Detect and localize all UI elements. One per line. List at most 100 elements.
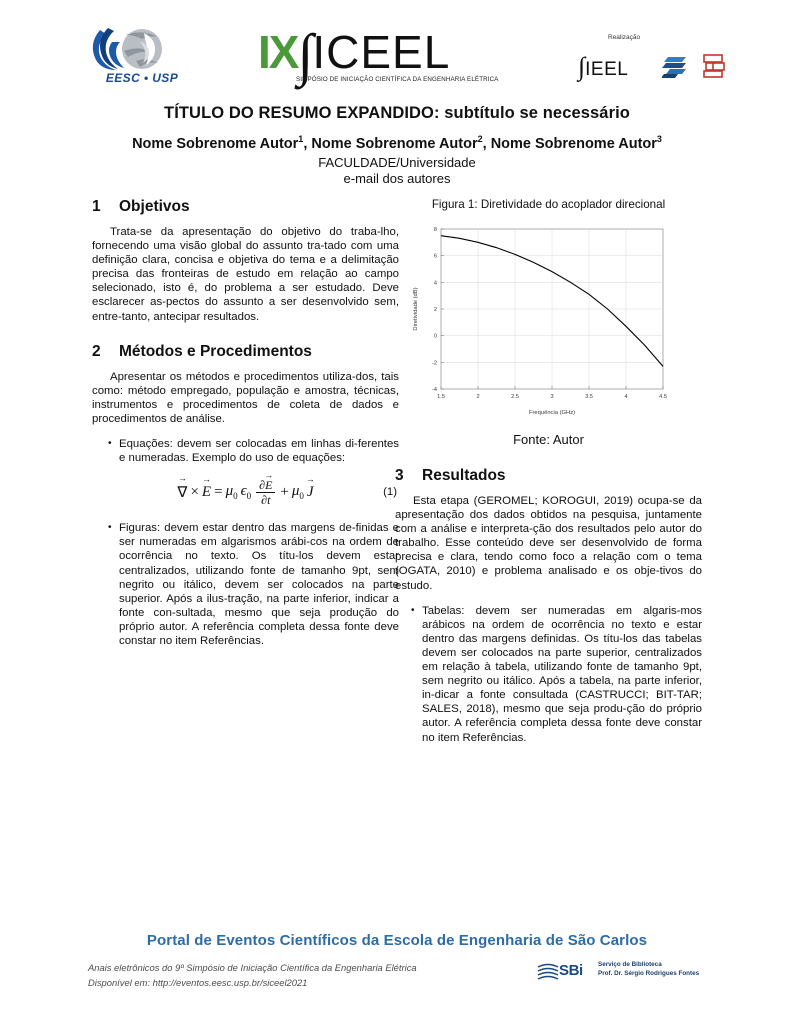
chart-y-tick-label: -2 xyxy=(432,360,437,366)
affiliation: FACULDADE/Universidade xyxy=(318,154,476,170)
sbi-stack-icon xyxy=(537,963,559,980)
partner-logo-red-icon xyxy=(700,52,728,80)
siceel-ix-text: IX xyxy=(258,26,299,78)
figure-1-caption: Figura 1: Diretividade do acoplador dire… xyxy=(431,198,666,211)
mu-symbol-2: μ xyxy=(291,483,300,500)
footer-meta: Anais eletrônicos do 9º Simpósio de Inic… xyxy=(88,960,558,990)
section-heading-metodos: 2 Métodos e Procedimentos xyxy=(92,343,399,361)
section-heading-resultados: 3 Resultados xyxy=(395,467,702,485)
chart-x-tick-label: 1.5 xyxy=(437,394,445,400)
footer-line-2[interactable]: Disponível em: http://eventos.eesc.usp.b… xyxy=(88,977,308,988)
fieel-logo: ∫IEEL xyxy=(578,52,628,82)
chart-data-line xyxy=(440,235,664,367)
chart-y-tick-label: 8 xyxy=(434,227,437,233)
chart-y-axis-label: Diretividade (dB) xyxy=(413,287,419,330)
chart-y-tick-label: -4 xyxy=(432,387,437,393)
paragraph-objetivos: Trata-se da apresentação do objetivo do … xyxy=(92,226,399,323)
chart-x-axis-label: Frequência (GHz) xyxy=(529,410,575,416)
mu-symbol: μ xyxy=(225,483,234,500)
sbi-subtitle-line-2: Prof. Dr. Sérgio Rodrigues Fontes xyxy=(598,969,700,977)
bullet-figuras: Figuras: devem estar dentro das margens … xyxy=(108,521,399,648)
author-3-sup: 3 xyxy=(656,134,662,144)
partial-symbol-bottom: ∂ xyxy=(261,492,268,507)
page-title: TÍTULO DO RESUMO EXPANDIDO: subtítulo se… xyxy=(164,104,630,122)
chart-y-tick-label: 2 xyxy=(434,307,437,313)
section-number-3: 3 xyxy=(395,467,404,484)
mu-zero-term: μ0 xyxy=(226,483,238,501)
figure-1-chart: 1.5 2 2.5 3 3.5 4 4.5 8 6 4 2 0 -2 -4 Frequência (GH… xyxy=(395,217,702,427)
sbi-subtitle-line-1: Serviço de Biblioteca xyxy=(598,961,662,968)
bullet-list-metodos: Equações: devem ser colocadas em linhas … xyxy=(92,437,399,465)
right-column: Figura 1: Diretividade do acoplador dire… xyxy=(395,198,702,755)
chart-x-tick-label: 4.5 xyxy=(659,394,667,400)
eesc-usp-logo: EESC • USP xyxy=(86,26,198,92)
chart-gridlines xyxy=(441,229,663,389)
eesc-usp-emblem-icon xyxy=(86,26,198,72)
footer-portal-title: Portal de Eventos Científicos da Escola … xyxy=(146,932,648,949)
chart-x-tick-label: 2 xyxy=(476,394,479,400)
page-header: EESC • USP IX∫ICEEL SIMPÓSIO DE INICIAÇÃ… xyxy=(0,0,794,96)
page-footer: Portal de Eventos Científicos da Escola … xyxy=(0,932,794,988)
cross-product-symbol: × xyxy=(190,483,199,500)
bullet-equacoes: Equações: devem ser colocadas em linhas … xyxy=(108,437,399,465)
author-list: Nome Sobrenome Autor1, Nome Sobrenome Au… xyxy=(132,134,662,152)
paragraph-resultados: Esta etapa (GEROMEL; KOROGUI, 2019) ocup… xyxy=(395,495,702,592)
directivity-line-chart: 1.5 2 2.5 3 3.5 4 4.5 8 6 4 2 0 -2 -4 Frequência (GH… xyxy=(413,227,667,416)
paragraph-metodos: Apresentar os métodos e procedimentos ut… xyxy=(92,370,399,425)
section-heading-objetivos: 1 Objetivos xyxy=(92,198,399,216)
partial-derivative-fraction: ∂E ∂t xyxy=(256,477,276,506)
partner-logo-blue-icon xyxy=(661,54,694,80)
E-field-vector-symbol: E xyxy=(202,484,211,501)
partial-symbol-top: ∂ xyxy=(259,477,266,492)
siceel-wordmark: IX∫ICEEL xyxy=(258,26,508,84)
figure-1-source: Fonte: Autor xyxy=(513,432,584,447)
author-1: Nome Sobrenome Autor xyxy=(132,135,299,152)
chart-y-ticks: 8 6 4 2 0 -2 -4 xyxy=(432,227,444,393)
fraction-denominator: ∂t xyxy=(258,493,273,506)
author-3: Nome Sobrenome Autor xyxy=(490,135,657,152)
title-block: TÍTULO DO RESUMO EXPANDIDO: subtítulo se… xyxy=(0,104,794,186)
epsilon-zero-term: ϵ0 xyxy=(241,483,252,501)
mu-zero-term-2: μ0 xyxy=(292,483,304,501)
plus-symbol: + xyxy=(280,483,289,500)
section-number-2: 2 xyxy=(92,342,101,360)
section-title-3: Resultados xyxy=(422,467,506,484)
mu-subscript: 0 xyxy=(233,491,238,502)
siceel-subtitle: SIMPÓSIO DE INICIAÇÃO CIENTÍFICA DA ENGE… xyxy=(296,76,499,83)
chart-y-tick-label: 6 xyxy=(434,254,437,260)
epsilon-subscript: 0 xyxy=(246,491,252,502)
siceel-integral-glyph: ∫ xyxy=(297,22,313,87)
chart-x-tick-label: 2.5 xyxy=(511,394,519,400)
bullet-list-figuras: Figuras: devem estar dentro das margens … xyxy=(92,521,399,648)
sbi-logo: SBi Serviço de Biblioteca Prof. Dr. Sérg… xyxy=(536,960,716,986)
author-email: e-mail dos autores xyxy=(343,170,451,186)
author-2-sup: 2 xyxy=(477,134,483,144)
equals-symbol: = xyxy=(214,483,223,500)
sbi-wordmark: SBi xyxy=(559,962,583,979)
left-column: 1 Objetivos Trata-se da apresentação do … xyxy=(92,198,399,658)
eesc-emblem-svg xyxy=(92,28,162,70)
realizacao-label: Realização xyxy=(608,34,641,41)
chart-x-tick-label: 3 xyxy=(550,394,553,400)
J-current-vector-symbol: J xyxy=(307,484,314,501)
t-symbol: t xyxy=(267,492,271,507)
mu-subscript-2: 0 xyxy=(299,491,304,502)
author-2: Nome Sobrenome Autor xyxy=(311,135,478,152)
nabla-vector-symbol: ∇ xyxy=(177,483,187,502)
section-number-1: 1 xyxy=(92,198,101,215)
E-vector-top: E xyxy=(265,479,272,491)
siceel-rest-text: ICEEL xyxy=(312,26,451,78)
fieel-text: IEEL xyxy=(585,59,629,80)
chart-x-ticks: 1.5 2 2.5 3 3.5 4 4.5 xyxy=(437,386,667,400)
eesc-usp-label: EESC • USP xyxy=(105,71,179,85)
chart-x-tick-label: 3.5 xyxy=(585,394,593,400)
chart-y-tick-label: 4 xyxy=(434,280,437,286)
equation-1-expression: ∇ × E = μ0 ϵ0 ∂E ∂t + μ0 J xyxy=(177,479,313,506)
section-title-2: Métodos e Procedimentos xyxy=(119,342,312,360)
bullet-list-tabelas: Tabelas: devem ser numeradas em algaris-… xyxy=(395,604,702,745)
siceel-logo: IX∫ICEEL SIMPÓSIO DE INICIAÇÃO CIENTÍFIC… xyxy=(258,26,508,90)
fieel-integral-glyph: ∫ xyxy=(578,52,586,81)
sbi-subtitle: Serviço de Biblioteca Prof. Dr. Sérgio R… xyxy=(598,961,699,978)
footer-line-1: Anais eletrônicos do 9º Simpósio de Inic… xyxy=(88,962,417,973)
chart-x-tick-label: 4 xyxy=(624,394,627,400)
